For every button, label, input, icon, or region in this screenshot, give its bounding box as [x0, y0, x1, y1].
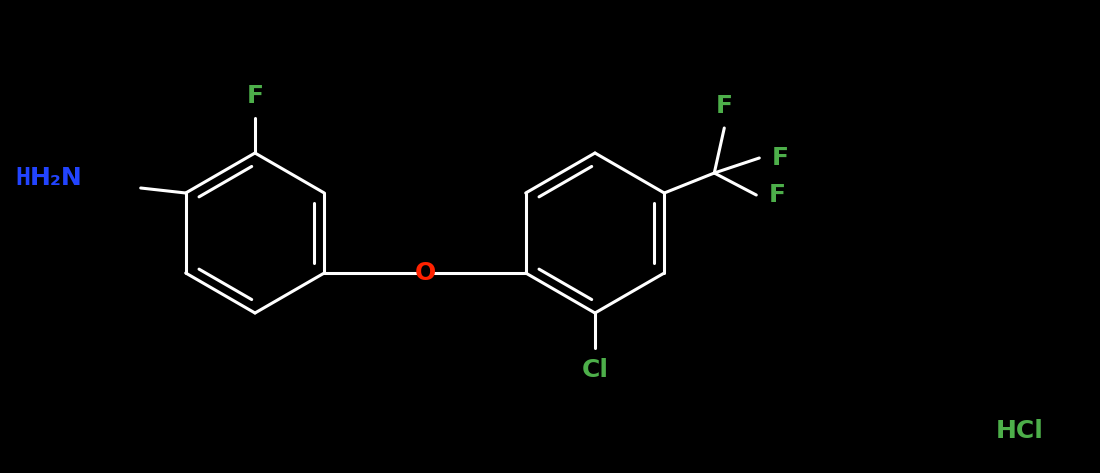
- Text: HCl: HCl: [997, 419, 1044, 443]
- Text: H: H: [15, 166, 30, 190]
- Text: F: F: [768, 183, 785, 207]
- Text: F: F: [246, 84, 264, 108]
- Text: F: F: [771, 146, 789, 170]
- Text: F: F: [716, 94, 733, 118]
- Text: H₂N: H₂N: [30, 166, 82, 190]
- Text: O: O: [415, 261, 436, 285]
- Text: Cl: Cl: [582, 358, 608, 382]
